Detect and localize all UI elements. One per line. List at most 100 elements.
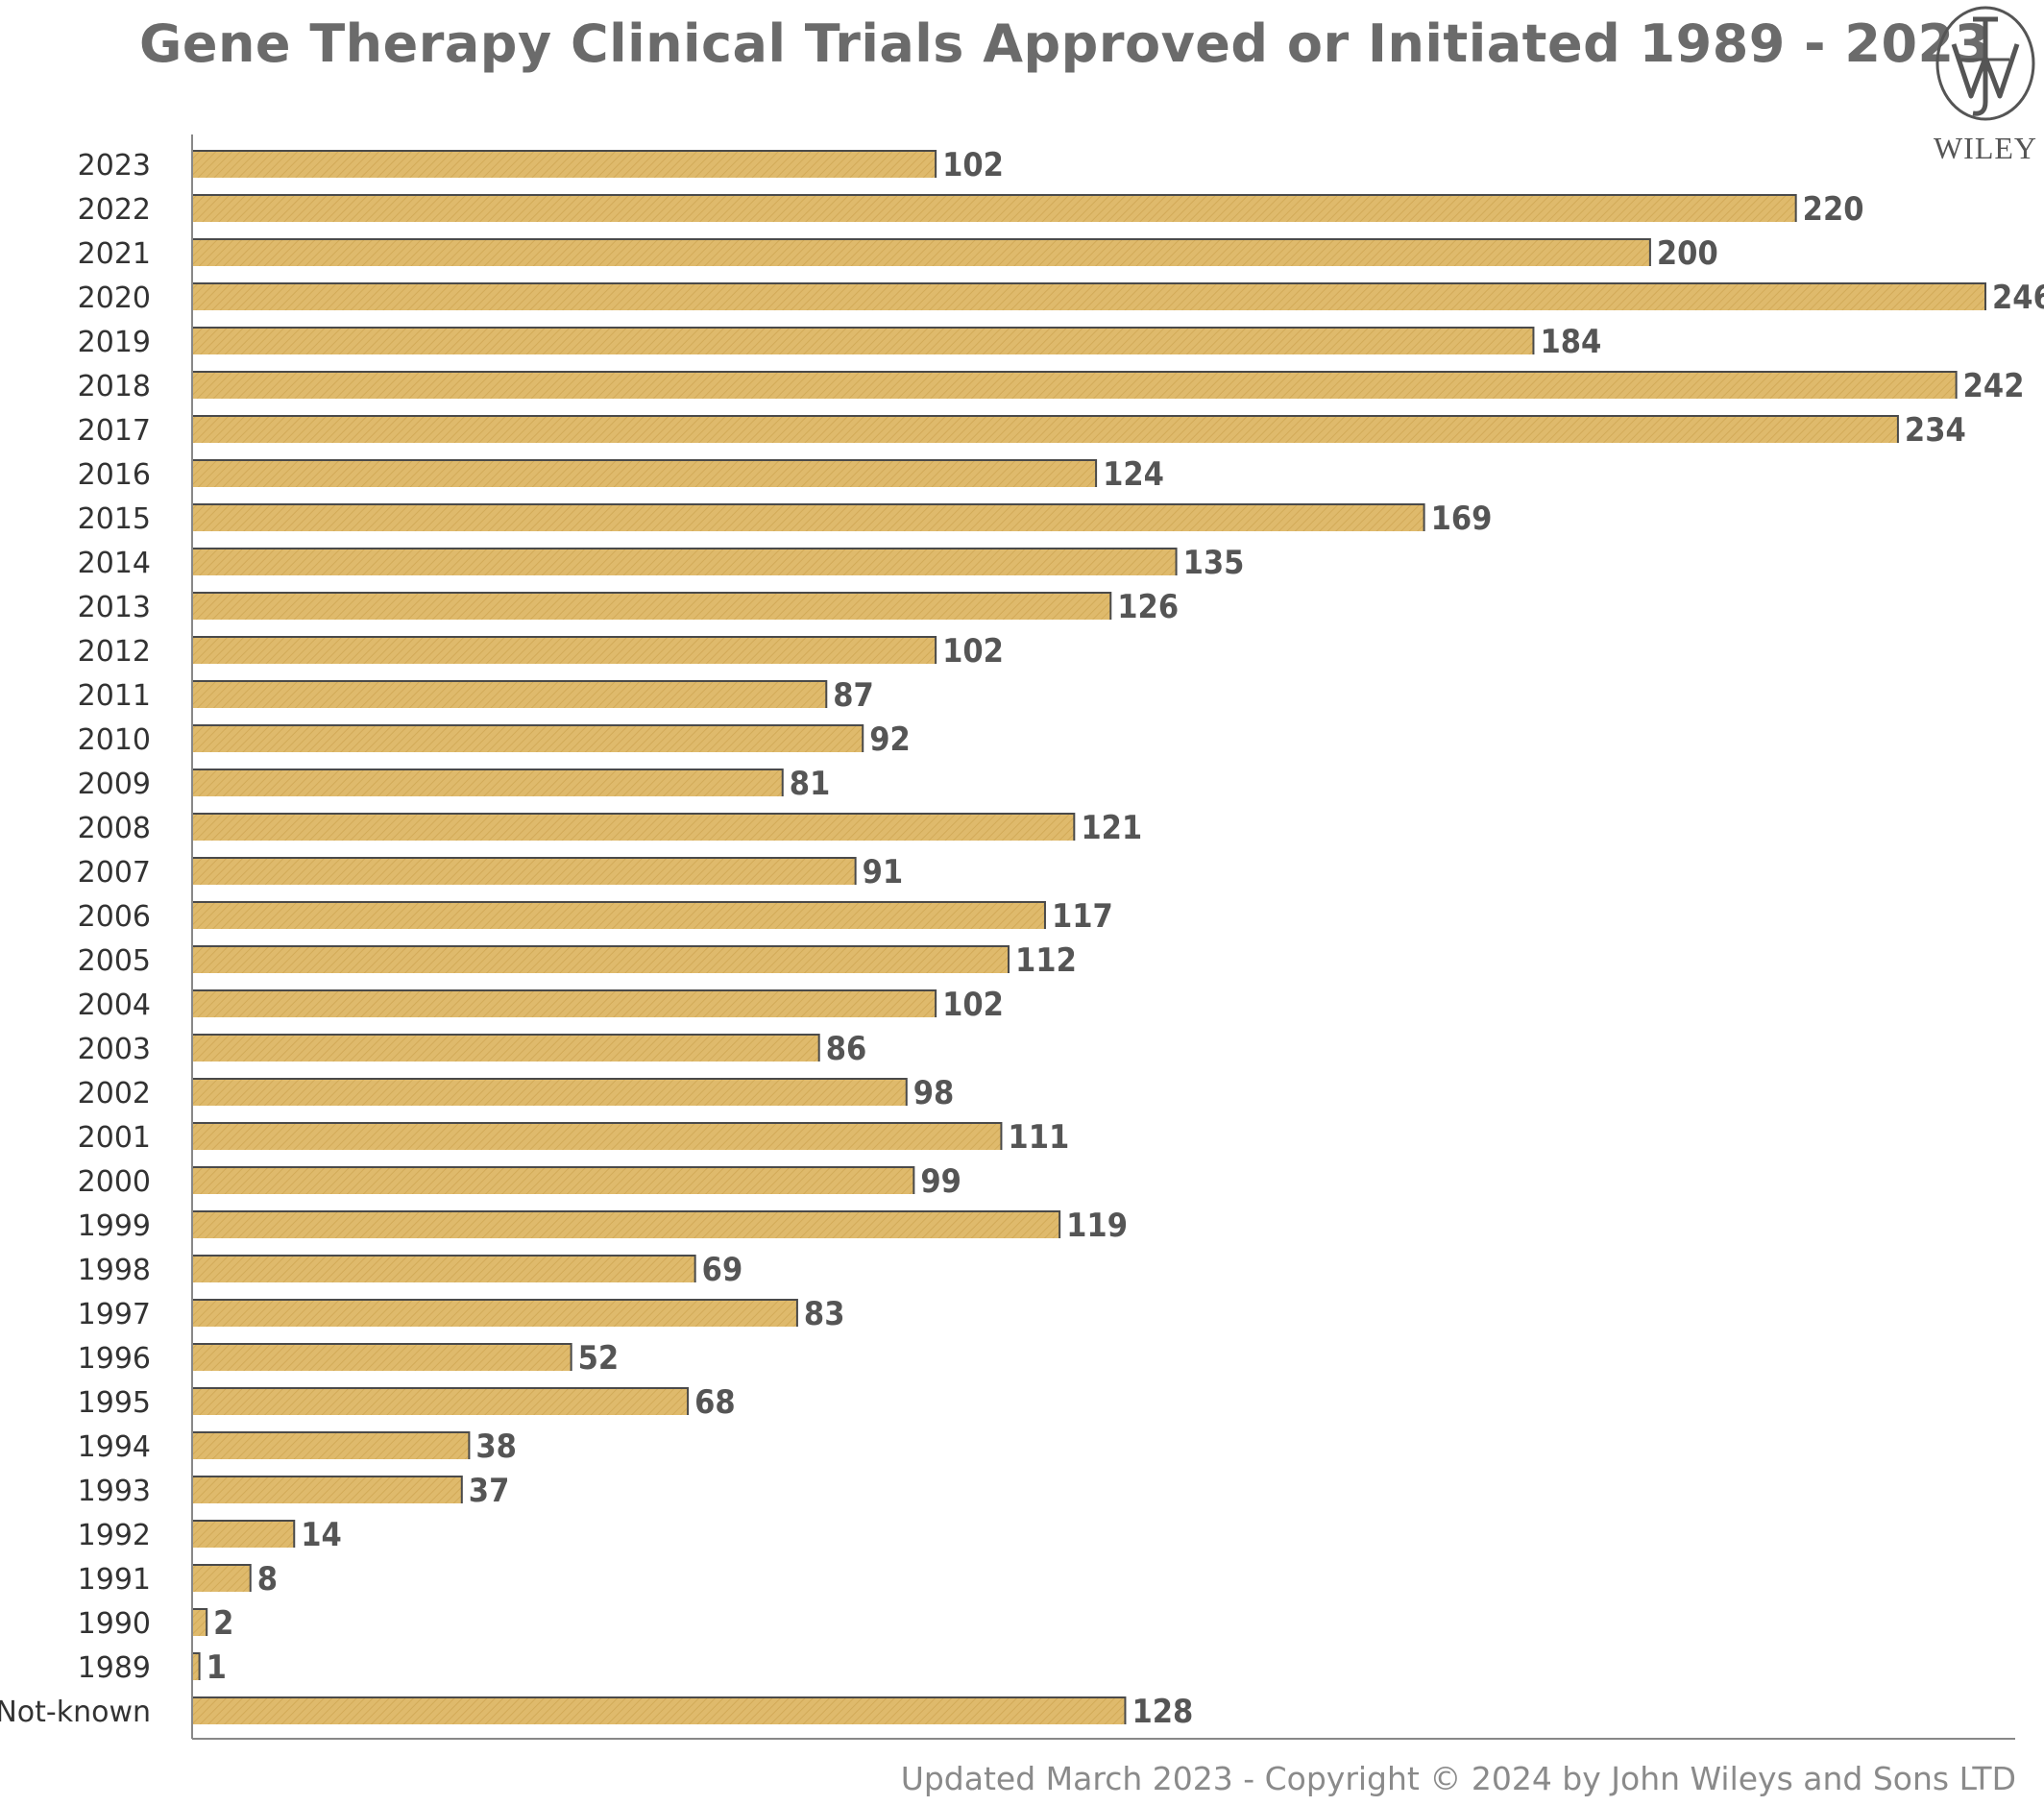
category-label: 1996 [78,1342,151,1376]
category-label: 1999 [78,1209,151,1243]
bar [192,1697,1126,1724]
category-label: 2010 [78,723,151,757]
bar-edge [192,1343,572,1371]
bar [192,195,1796,222]
bar-edge [192,1387,690,1415]
bar-edge [192,1166,915,1194]
data-label: 8 [257,1560,278,1599]
bar [192,1477,462,1503]
category-label: 1994 [78,1430,151,1464]
bar [192,593,1111,620]
bar [192,460,1097,487]
category-label: 2020 [78,281,151,315]
bar [192,681,827,708]
data-label: 14 [301,1516,342,1554]
category-label: 2005 [78,944,151,978]
bar-edge [192,769,784,796]
axis-layer: 2023 102 2022 220 2021 200 2020 246 2019 184 2018 2… [0,134,2044,1740]
bar [192,1521,295,1548]
category-label: 2000 [78,1165,151,1199]
bar [192,1300,797,1327]
category-label: 1991 [78,1563,151,1597]
data-label: 234 [1905,411,1966,450]
category-label: 2021 [78,237,151,271]
data-label: 242 [1963,367,2025,405]
bar [192,1123,1002,1150]
bar [192,1256,695,1282]
category-label: 1995 [78,1386,151,1420]
data-label: 117 [1052,897,1113,936]
data-label: 81 [790,765,831,803]
bar-edge [192,1078,908,1106]
data-label: 83 [804,1295,845,1333]
bar [192,1432,470,1459]
data-label: 200 [1657,234,1718,273]
data-label: 37 [469,1472,510,1510]
category-label: 2002 [78,1077,151,1110]
bar-edge [192,1476,463,1503]
bar [192,1344,572,1371]
bar-edge [192,724,864,752]
bar [192,1653,200,1680]
data-label: 99 [920,1162,961,1201]
bar-edge [192,503,1425,531]
category-label: 2013 [78,591,151,624]
bar-edge [192,945,1010,973]
data-label: 102 [942,986,1004,1024]
bar-edge [192,1520,296,1548]
bar [192,858,856,885]
data-label: 169 [1431,500,1493,538]
bar [192,1167,914,1194]
bars-layer [192,150,1986,1724]
bar-edge [192,680,828,708]
bar-edge [192,548,1178,575]
category-label: 2011 [78,679,151,713]
bar-edge [192,1608,208,1636]
bar-edge [192,1210,1061,1238]
bar [192,504,1424,531]
category-label: 2015 [78,502,151,536]
bar [192,637,937,664]
data-label: 135 [1183,544,1245,582]
category-label: 1993 [78,1475,151,1508]
bar [192,1565,251,1592]
data-label: 102 [942,632,1004,671]
bar-edge [192,636,937,664]
bar-edge [192,194,1797,222]
bar-edge [192,371,1958,399]
bar [192,1079,907,1106]
data-label: 91 [863,853,904,891]
bar-edge [192,1696,1127,1724]
bar-edge [192,989,937,1017]
copyright-footer: Updated March 2023 - Copyright © 2024 by… [900,1760,2016,1797]
data-label: 2 [213,1604,233,1643]
data-label: 220 [1803,190,1864,229]
data-label: 102 [942,146,1004,184]
data-label: 124 [1103,455,1164,494]
bar [192,283,1985,310]
bar [192,372,1957,399]
category-label: 2006 [78,900,151,934]
bar [192,1211,1060,1238]
data-label: 86 [826,1030,867,1068]
bar [192,990,937,1017]
data-label: 111 [1008,1118,1069,1157]
data-label: 112 [1015,941,1077,980]
category-label: 2007 [78,856,151,890]
bar-edge [192,1564,252,1592]
bar-edge [192,459,1098,487]
bar [192,549,1177,575]
category-label: Not-known [0,1696,151,1729]
data-label: 246 [1992,279,2044,317]
category-label: 2004 [78,988,151,1022]
bar [192,1388,689,1415]
data-label: 87 [833,676,874,715]
data-label: 52 [578,1339,620,1378]
bar [192,902,1045,929]
category-label: 2003 [78,1033,151,1066]
bar-edge [192,592,1112,620]
bar-edge [192,238,1651,266]
bar-edge [192,813,1076,841]
data-label: 1 [207,1648,227,1687]
category-label: 1989 [78,1651,151,1685]
